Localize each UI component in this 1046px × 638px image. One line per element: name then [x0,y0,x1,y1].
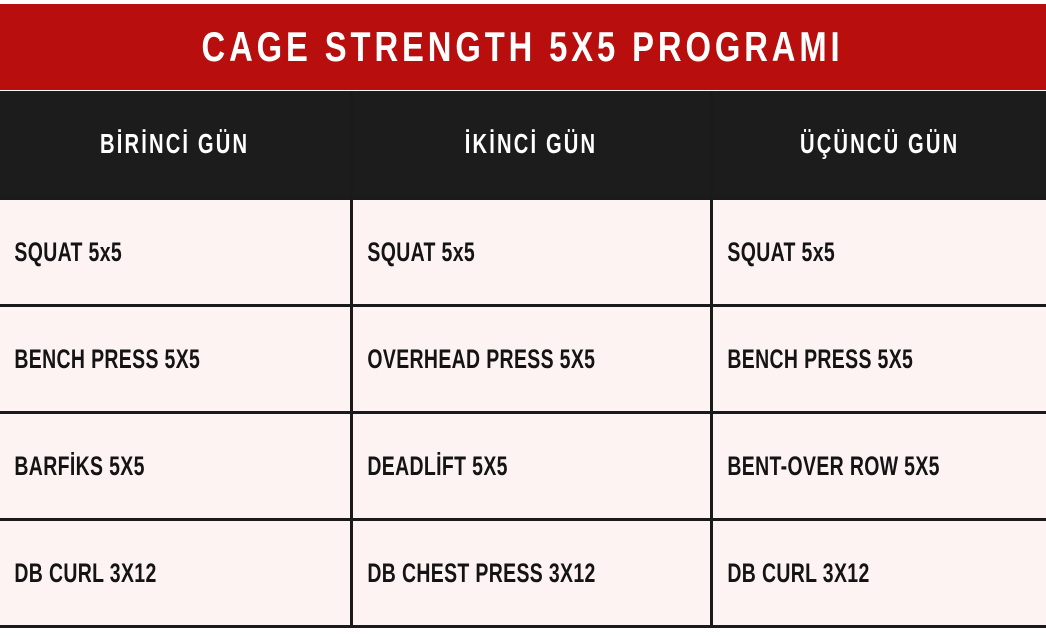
exercise-text: SQUAT 5x5 [726,236,835,267]
table-row: BENCH PRESS 5X5 OVERHEAD PRESS 5X5 BENCH… [0,304,1046,414]
header-label: ÜÇÜNCÜ GÜN [799,128,959,159]
title-banner: CAGE STRENGTH 5X5 PROGRAMI [0,4,1046,90]
table-cell: BARFİKS 5X5 [0,411,353,521]
table-row: SQUAT 5x5 SQUAT 5x5 SQUAT 5x5 [0,197,1046,307]
workout-table: BİRİNCİ GÜN İKİNCİ GÜN ÜÇÜNCÜ GÜN SQUAT … [0,91,1046,628]
table-cell: DB CHEST PRESS 3X12 [349,518,713,628]
exercise-text: BENT-OVER ROW 5X5 [726,450,940,481]
exercise-text: SQUAT 5x5 [14,236,123,267]
header-day-3: ÜÇÜNCÜ GÜN [709,91,1046,200]
header-day-1: BİRİNCİ GÜN [0,91,353,200]
table-cell: OVERHEAD PRESS 5X5 [349,304,713,414]
table-cell: DB CURL 3X12 [0,518,353,628]
exercise-text: OVERHEAD PRESS 5X5 [366,343,595,374]
table-cell: DB CURL 3X12 [709,518,1046,628]
table-row: BARFİKS 5X5 DEADLİFT 5X5 BENT-OVER ROW 5… [0,411,1046,521]
exercise-text: BENCH PRESS 5X5 [14,343,201,374]
header-label: BİRİNCİ GÜN [100,128,250,159]
header-day-2: İKİNCİ GÜN [349,91,713,200]
header-label: İKİNCİ GÜN [464,128,598,159]
table-cell: SQUAT 5x5 [709,197,1046,307]
exercise-text: SQUAT 5x5 [366,236,475,267]
table-cell: SQUAT 5x5 [0,197,353,307]
exercise-text: DB CURL 3X12 [726,557,870,588]
table-cell: SQUAT 5x5 [349,197,713,307]
table-header-row: BİRİNCİ GÜN İKİNCİ GÜN ÜÇÜNCÜ GÜN [0,91,1046,200]
table-cell: BENCH PRESS 5X5 [0,304,353,414]
exercise-text: DB CURL 3X12 [14,557,157,588]
table-cell: BENT-OVER ROW 5X5 [709,411,1046,521]
exercise-text: BARFİKS 5X5 [14,450,145,481]
exercise-text: BENCH PRESS 5X5 [726,343,913,374]
table-row: DB CURL 3X12 DB CHEST PRESS 3X12 DB CURL… [0,518,1046,628]
exercise-text: DB CHEST PRESS 3X12 [366,557,596,588]
table-cell: DEADLİFT 5X5 [349,411,713,521]
exercise-text: DEADLİFT 5X5 [366,450,508,481]
page-title: CAGE STRENGTH 5X5 PROGRAMI [201,23,845,70]
table-cell: BENCH PRESS 5X5 [709,304,1046,414]
